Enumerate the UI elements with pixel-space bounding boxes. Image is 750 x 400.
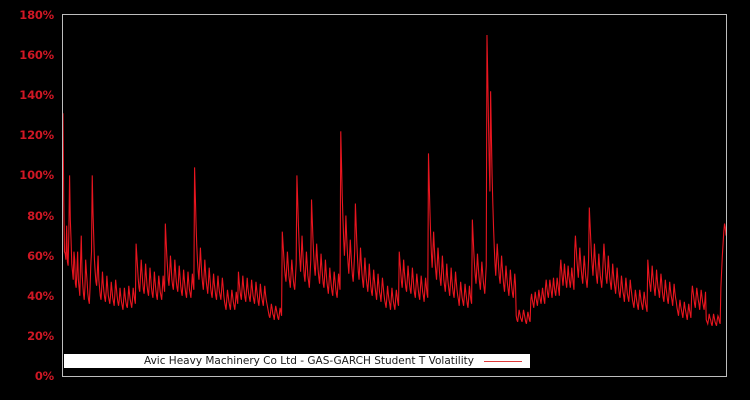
volatility-series-line bbox=[63, 35, 726, 327]
chart-legend: Avic Heavy Machinery Co Ltd - GAS-GARCH … bbox=[64, 354, 530, 368]
legend-series-label: Avic Heavy Machinery Co Ltd - GAS-GARCH … bbox=[144, 355, 474, 367]
y-axis-tick-label: 60% bbox=[27, 248, 54, 263]
y-axis-tick-label: 160% bbox=[19, 48, 54, 63]
legend-line-sample-icon bbox=[483, 360, 522, 362]
series-svg bbox=[63, 35, 726, 327]
y-axis-tick-label: 120% bbox=[19, 128, 54, 143]
y-axis-tick-label: 40% bbox=[27, 288, 54, 303]
y-axis-tick-label: 0% bbox=[34, 369, 54, 383]
y-axis-tick-label: 100% bbox=[19, 168, 54, 183]
y-axis: 0% 20% 40% 60% 80% 100% 120% 140% 160% 180% bbox=[0, 0, 58, 400]
plot-area bbox=[62, 14, 727, 377]
y-axis-tick-label: 180% bbox=[19, 8, 54, 22]
y-axis-tick-label: 20% bbox=[27, 328, 54, 343]
y-axis-tick-label: 80% bbox=[27, 208, 54, 223]
y-axis-tick-label: 140% bbox=[19, 88, 54, 103]
